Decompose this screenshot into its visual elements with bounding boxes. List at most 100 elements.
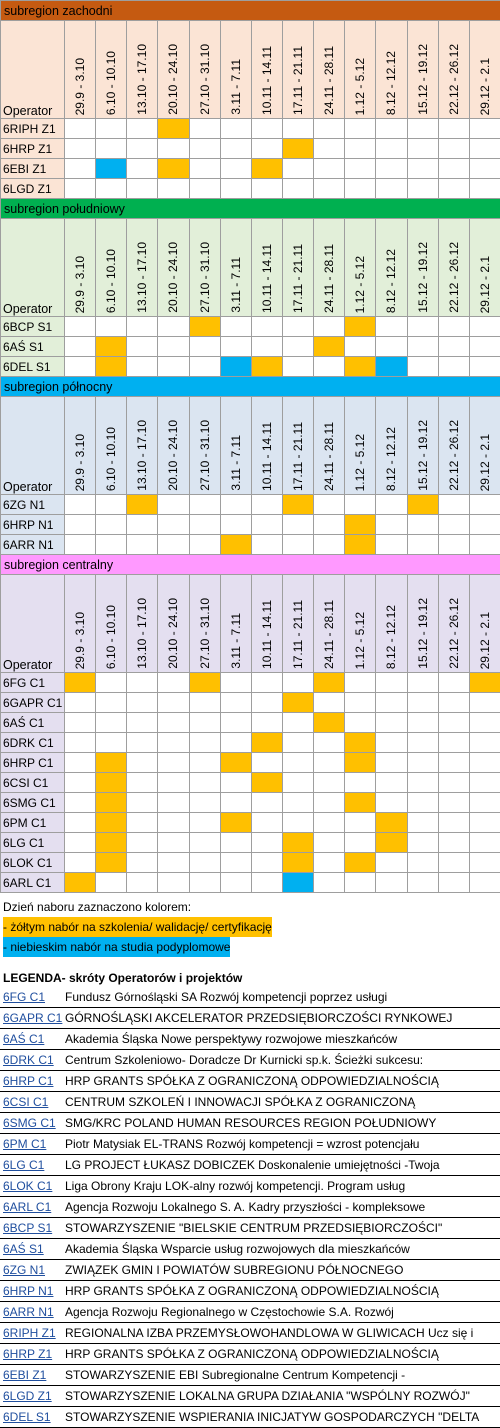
empty-cell [407, 833, 438, 853]
recruitment-cell-training [314, 673, 345, 693]
empty-cell [376, 853, 407, 873]
empty-cell [407, 337, 438, 357]
empty-cell [251, 139, 282, 159]
recruitment-cell-postgrad [220, 357, 251, 377]
recruitment-cell-training [96, 337, 127, 357]
operator-code: 6BCP S1 [1, 317, 65, 337]
operator-link[interactable]: 6AŚ S1 [0, 1239, 65, 1260]
operator-description: SMG/KRC POLAND HUMAN RESOURCES REGION PO… [65, 1113, 500, 1134]
operator-link[interactable]: 6ARL C1 [0, 1197, 65, 1218]
empty-cell [314, 813, 345, 833]
operator-link[interactable]: 6HRP Z1 [0, 1344, 65, 1365]
operator-link[interactable]: 6FG C1 [0, 987, 65, 1008]
operator-row: 6ZG N1 [1, 495, 500, 515]
empty-cell [282, 753, 313, 773]
empty-cell [282, 317, 313, 337]
empty-cell [220, 873, 251, 893]
empty-cell [314, 159, 345, 179]
empty-cell [189, 813, 220, 833]
empty-cell [438, 873, 469, 893]
empty-cell [407, 119, 438, 139]
operator-code: 6LG C1 [1, 833, 65, 853]
recruitment-cell-training [251, 733, 282, 753]
operator-link[interactable]: 6EBI Z1 [0, 1365, 65, 1386]
empty-cell [189, 159, 220, 179]
period-label: 24.11 - 28.11 [322, 596, 336, 669]
operator-code: 6EBI Z1 [1, 159, 65, 179]
empty-cell [65, 159, 96, 179]
operator-link[interactable]: 6LOK C1 [0, 1176, 65, 1197]
period-label: 10.11 - 14.11 [260, 42, 274, 115]
empty-cell [65, 773, 96, 793]
operator-description: Piotr Matysiak EL-TRANS Rozwój kompetenc… [65, 1134, 500, 1155]
period-header: 24.11 - 28.11 [314, 397, 345, 495]
recruitment-cell-training [345, 515, 376, 535]
empty-cell [127, 833, 158, 853]
period-label: 10.11 - 14.11 [260, 240, 274, 313]
period-header: 29.12 - 2.1 [469, 397, 500, 495]
empty-cell [314, 733, 345, 753]
empty-cell [345, 139, 376, 159]
operator-code: 6AŚ S1 [1, 337, 65, 357]
operator-link[interactable]: 6ARR N1 [0, 1302, 65, 1323]
recruitment-cell-training [469, 673, 500, 693]
operator-link[interactable]: 6LG C1 [0, 1155, 65, 1176]
operator-link[interactable]: 6HRP C1 [0, 1071, 65, 1092]
empty-cell [438, 495, 469, 515]
operator-row: 6BCP S1 [1, 317, 500, 337]
operator-link[interactable]: 6ZG N1 [0, 1260, 65, 1281]
operator-link[interactable]: 6DRK C1 [0, 1050, 65, 1071]
empty-cell [251, 753, 282, 773]
empty-cell [251, 793, 282, 813]
period-header: 1.12 - 5.12 [345, 219, 376, 317]
empty-cell [158, 773, 189, 793]
empty-cell [127, 853, 158, 873]
period-header: 13.10 - 17.10 [127, 397, 158, 495]
empty-cell [376, 317, 407, 337]
empty-cell [65, 693, 96, 713]
operator-link[interactable]: 6SMG C1 [0, 1113, 65, 1134]
empty-cell [282, 357, 313, 377]
empty-cell [438, 733, 469, 753]
operator-link[interactable]: 6AŚ C1 [0, 1029, 65, 1050]
empty-cell [96, 515, 127, 535]
period-header: 13.10 - 17.10 [127, 219, 158, 317]
operator-link[interactable]: 6PM C1 [0, 1134, 65, 1155]
period-label: 6.10 - 10.10 [104, 47, 118, 115]
recruitment-cell-training [282, 693, 313, 713]
operator-link[interactable]: 6BCP S1 [0, 1218, 65, 1239]
section-title: subregion północny [1, 377, 500, 397]
empty-cell [251, 317, 282, 337]
empty-cell [96, 317, 127, 337]
operator-link[interactable]: 6CSI C1 [0, 1092, 65, 1113]
operator-column-header: Operator [1, 575, 65, 673]
recruitment-cell-training [189, 673, 220, 693]
recruitment-cell-training [96, 773, 127, 793]
operator-row: 6ARL C1 [1, 873, 500, 893]
operator-link[interactable]: 6GAPR C1 [0, 1008, 65, 1029]
recruitment-cell-training [345, 733, 376, 753]
period-header: 29.9 - 3.10 [65, 219, 96, 317]
empty-cell [189, 853, 220, 873]
recruitment-cell-training [220, 753, 251, 773]
empty-cell [251, 535, 282, 555]
empty-cell [376, 119, 407, 139]
operator-link[interactable]: 6DEL S1 [0, 1407, 65, 1428]
empty-cell [251, 813, 282, 833]
empty-cell [282, 813, 313, 833]
empty-cell [407, 357, 438, 377]
operator-link[interactable]: 6HRP N1 [0, 1281, 65, 1302]
period-header: 27.10 - 31.10 [189, 21, 220, 119]
period-label: 27.10 - 31.10 [198, 238, 212, 313]
empty-cell [127, 813, 158, 833]
operator-row: 6DEL S1 [1, 357, 500, 377]
operator-link[interactable]: 6LGD Z1 [0, 1386, 65, 1407]
period-header: 6.10 - 10.10 [96, 21, 127, 119]
empty-cell [127, 673, 158, 693]
operator-link[interactable]: 6RIPH Z1 [0, 1323, 65, 1344]
empty-cell [65, 753, 96, 773]
empty-cell [220, 793, 251, 813]
recruitment-cell-training [314, 337, 345, 357]
